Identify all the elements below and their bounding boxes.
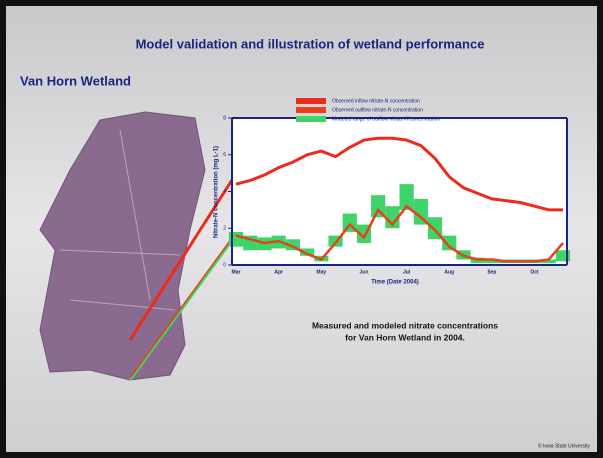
- x-tick-label: Jul: [403, 269, 411, 275]
- page: Model validation and illustration of wet…: [0, 0, 603, 458]
- legend-label: Observed outflow nitrate-N concentration: [332, 107, 423, 113]
- slide: Model validation and illustration of wet…: [0, 0, 603, 458]
- legend-label: Modeled range of outflow nitrate-N conce…: [332, 116, 440, 122]
- y-axis-label: Nitrate-N concentration (mg L-1): [214, 146, 220, 238]
- y-tick-label: 0: [223, 262, 226, 268]
- x-tick-label: Apr: [274, 269, 283, 275]
- x-axis-label: Time (Date 2004): [371, 280, 419, 286]
- y-tick-label: 8: [223, 115, 226, 121]
- caption: Measured and modeled nitrate concentrati…: [312, 320, 498, 330]
- slide-title: Model validation and illustration of wet…: [136, 36, 485, 51]
- x-tick-label: Jun: [360, 269, 369, 275]
- footer: © Iowa State University: [538, 442, 591, 449]
- caption: for Van Horn Wetland in 2004.: [345, 332, 465, 342]
- x-tick-label: May: [316, 269, 326, 275]
- legend-swatch: [296, 107, 326, 113]
- x-tick-label: Sep: [487, 269, 496, 275]
- legend-swatch: [296, 98, 326, 104]
- y-tick-label: 2: [223, 226, 226, 232]
- legend-swatch: [296, 116, 326, 122]
- y-tick-label: 6: [223, 152, 226, 158]
- x-tick-label: Oct: [530, 269, 539, 275]
- x-tick-label: Mar: [232, 269, 241, 275]
- y-tick-label: 4: [223, 189, 226, 195]
- slide-subtitle: Van Horn Wetland: [20, 73, 131, 88]
- legend-label: Observed inflow nitrate-N concentration: [332, 98, 420, 104]
- x-tick-label: Aug: [444, 269, 454, 275]
